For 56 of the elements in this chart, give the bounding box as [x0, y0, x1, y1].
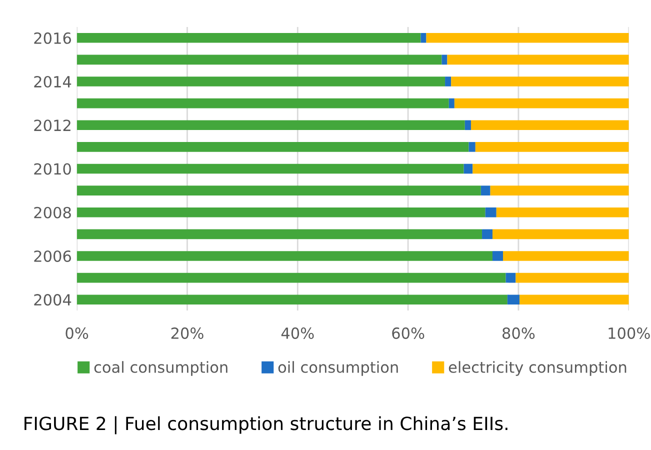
bar	[492, 251, 503, 261]
bar	[464, 120, 471, 130]
legend-label: oil consumption	[278, 361, 398, 376]
bar	[426, 32, 629, 43]
bar	[76, 142, 469, 152]
bar	[448, 98, 454, 108]
bar	[482, 229, 493, 240]
bar	[76, 120, 465, 130]
bar	[420, 32, 426, 43]
y-tick-label: 2016	[34, 32, 71, 44]
bar	[470, 120, 629, 130]
bar	[496, 207, 629, 218]
bar	[503, 251, 629, 261]
y-tick-label: 2008	[34, 206, 71, 218]
caption: FIGURE 2 | Fuel consumption structure in China’s EIIs.	[24, 416, 508, 434]
y-tick-label: 2014	[34, 76, 72, 88]
x-tick-label: 0%	[66, 327, 88, 339]
bar	[76, 54, 442, 65]
y-tick-label: 2010	[34, 163, 71, 175]
bar	[485, 207, 496, 218]
y-tick-label: 2004	[34, 294, 72, 306]
y-tick-label: 2012	[34, 120, 70, 132]
bar	[454, 98, 629, 108]
bar	[490, 186, 629, 196]
x-tick-label: 40%	[281, 327, 314, 339]
bar	[76, 76, 446, 86]
bar	[76, 98, 449, 108]
bar	[464, 164, 473, 174]
bar	[451, 76, 629, 86]
bar	[76, 207, 486, 218]
bar	[442, 54, 448, 65]
bar	[520, 294, 629, 305]
bar	[445, 76, 452, 86]
bar	[76, 164, 464, 174]
bar	[506, 272, 516, 283]
bar	[76, 251, 493, 261]
legend-label: coal consumption	[94, 361, 228, 376]
bar	[468, 142, 476, 152]
bar	[516, 272, 629, 283]
bar	[76, 186, 481, 196]
x-tick-label: 60%	[392, 327, 424, 339]
bar	[76, 272, 506, 283]
bar	[76, 32, 421, 43]
bar	[492, 229, 629, 240]
legend-label: electricity consumption	[448, 361, 626, 376]
bar	[472, 164, 629, 174]
x-tick-label: 80%	[502, 327, 535, 339]
y-tick-label: 2006	[34, 250, 71, 262]
x-tick-label: 100%	[608, 327, 650, 339]
bar	[447, 54, 629, 65]
bar	[475, 142, 629, 152]
x-tick-label: 20%	[171, 327, 204, 339]
bar	[480, 186, 490, 196]
bar	[76, 229, 482, 240]
bar	[507, 294, 520, 305]
bar	[76, 294, 508, 305]
